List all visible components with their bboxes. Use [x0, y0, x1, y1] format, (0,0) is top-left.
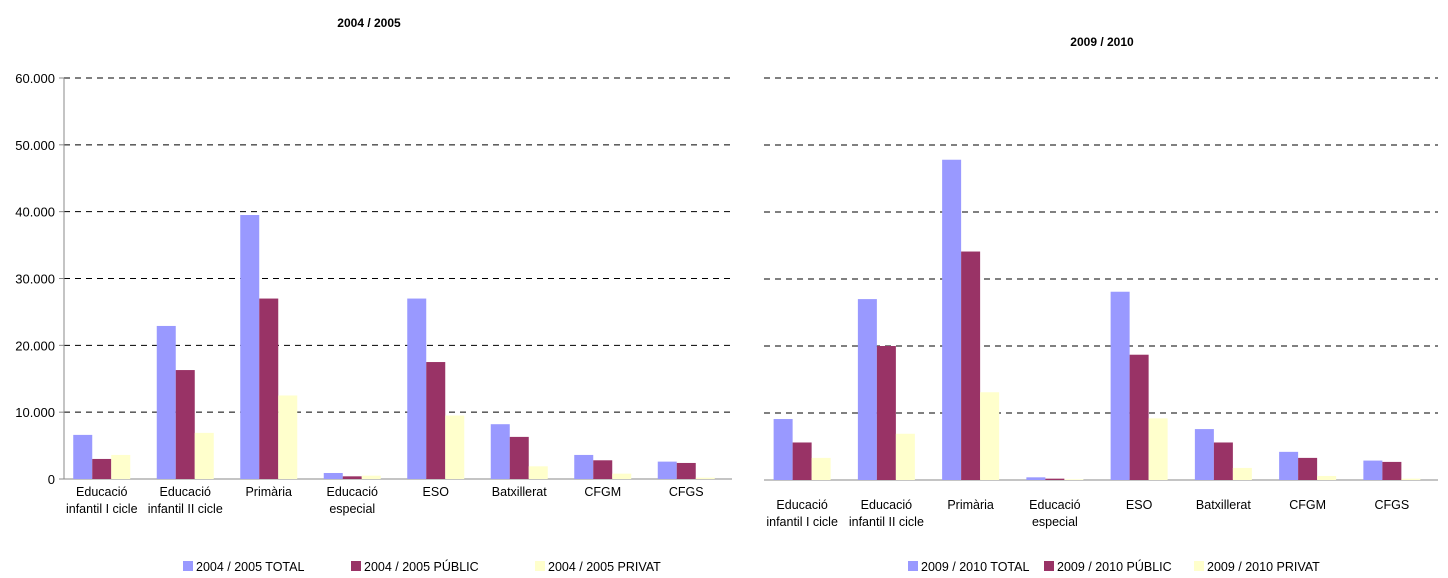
category-label: especial	[1032, 515, 1078, 529]
category-label: Educació	[160, 485, 211, 499]
bar	[1401, 478, 1421, 480]
bar	[676, 462, 696, 479]
category-label: infantil II cicle	[849, 515, 924, 529]
category-label: Batxillerat	[492, 485, 547, 499]
y-tick-label: 10.000	[15, 405, 55, 420]
legend-label: 2004 / 2005 TOTAL	[196, 560, 304, 574]
bar	[194, 432, 214, 479]
bar	[1045, 478, 1065, 480]
bar	[574, 454, 594, 479]
chart-2: 2009 / 2010 Educació infantil I cicle Educa…	[764, 35, 1438, 574]
bar	[1194, 429, 1214, 480]
category-label: CFGM	[1289, 498, 1326, 512]
bar	[1298, 457, 1318, 480]
bar	[323, 472, 343, 479]
bar	[426, 362, 446, 479]
category-label: infantil II cicle	[148, 502, 223, 516]
legend-swatch	[351, 561, 361, 571]
bar	[92, 458, 112, 479]
legend-label: 2004 / 2005 PRIVAT	[548, 560, 661, 574]
legend-label: 2004 / 2005 PÚBLIC	[364, 559, 479, 574]
bar	[1279, 451, 1299, 480]
bar	[876, 346, 896, 480]
bar	[1382, 461, 1402, 480]
bar	[942, 159, 962, 481]
category-label: Primària	[245, 485, 292, 499]
bar	[1317, 475, 1337, 480]
legend-swatch	[183, 561, 193, 571]
bar	[1232, 467, 1252, 480]
bar	[361, 475, 381, 479]
bar	[773, 419, 793, 480]
bar	[528, 466, 548, 479]
bar	[1148, 418, 1168, 480]
bar	[1129, 354, 1149, 480]
category-label: Primària	[947, 498, 994, 512]
bar	[1213, 442, 1233, 480]
category-label: Educació	[327, 485, 378, 499]
category-label: Educació	[76, 485, 127, 499]
bar	[175, 370, 195, 479]
bar	[509, 436, 529, 479]
y-tick-label: 20.000	[15, 338, 55, 353]
chart-title: 2004 / 2005	[337, 16, 401, 30]
category-label: Educació	[1029, 498, 1080, 512]
y-tick-label: 60.000	[15, 71, 55, 86]
category-label: especial	[329, 502, 375, 516]
y-tick-label: 50.000	[15, 138, 55, 153]
bar	[593, 460, 613, 479]
category-label: CFGS	[669, 485, 704, 499]
bar	[1110, 291, 1130, 480]
bar	[407, 298, 427, 479]
bar	[811, 457, 831, 480]
bar	[111, 454, 131, 479]
chart-1: 2004 / 2005 0 10.000 20.000 30.000 40.000 50.0…	[15, 16, 732, 574]
bar	[490, 424, 510, 479]
category-label: ESO	[1126, 498, 1153, 512]
bar	[445, 415, 465, 479]
bar	[156, 325, 176, 479]
legend-label: 2009 / 2010 PÚBLIC	[1057, 559, 1172, 574]
legend-swatch	[908, 561, 918, 571]
bar	[1363, 460, 1383, 480]
category-label: ESO	[423, 485, 450, 499]
bar	[259, 298, 279, 479]
legend-swatch	[535, 561, 545, 571]
legend-label: 2009 / 2010 PRIVAT	[1207, 560, 1320, 574]
bar	[278, 395, 298, 479]
bar	[1064, 479, 1084, 480]
y-tick-label: 40.000	[15, 205, 55, 220]
category-label: Batxillerat	[1196, 498, 1251, 512]
bar	[240, 215, 260, 479]
bar	[342, 476, 362, 479]
chart-title: 2009 / 2010	[1070, 35, 1134, 49]
bar	[792, 442, 812, 480]
bar	[1026, 477, 1046, 480]
category-label: infantil I cicle	[66, 502, 138, 516]
category-label: CFGS	[1375, 498, 1410, 512]
bar	[657, 461, 677, 479]
y-tick-label: 0	[48, 472, 55, 487]
legend-swatch	[1044, 561, 1054, 571]
bar	[73, 434, 93, 479]
legend-label: 2009 / 2010 TOTAL	[921, 560, 1029, 574]
category-label: Educació	[776, 498, 827, 512]
bar	[857, 299, 877, 480]
bar	[695, 477, 715, 479]
bar	[961, 251, 981, 480]
category-label: CFGM	[584, 485, 621, 499]
y-tick-label: 30.000	[15, 272, 55, 287]
category-label: infantil I cicle	[766, 515, 838, 529]
bar	[612, 473, 632, 479]
bar	[895, 433, 915, 480]
bar	[980, 392, 1000, 480]
category-label: Educació	[861, 498, 912, 512]
legend-swatch	[1194, 561, 1204, 571]
